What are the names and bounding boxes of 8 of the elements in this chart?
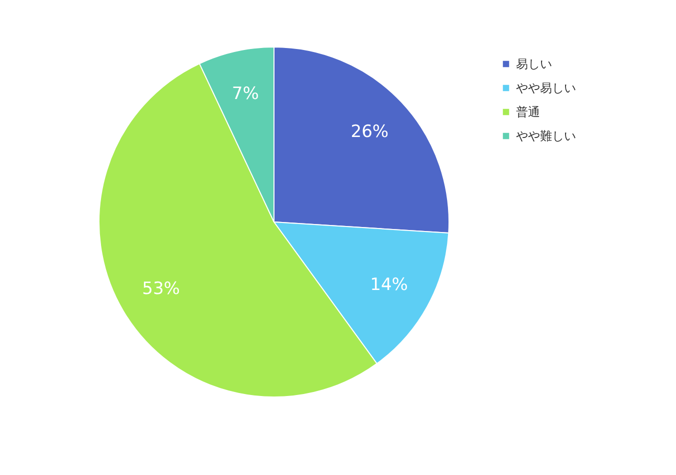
legend-label: 易しい: [516, 57, 552, 71]
legend-label: やや易しい: [516, 81, 576, 95]
data-label: 53%: [142, 278, 180, 299]
data-label: 7%: [232, 84, 259, 104]
legend-label: やや難しい: [516, 129, 576, 143]
legend-label: 普通: [516, 105, 540, 119]
data-label: 26%: [350, 122, 389, 142]
data-label: 14%: [370, 275, 408, 296]
